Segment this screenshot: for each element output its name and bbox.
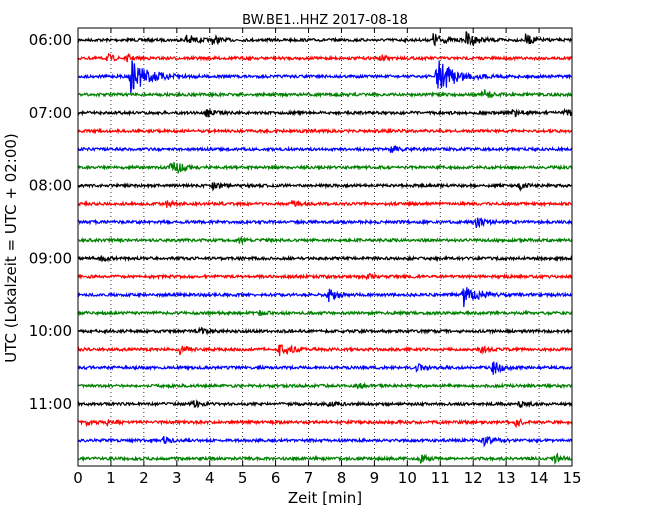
trace-row-1100 [77, 399, 573, 409]
y-tick-label-0: 06:00 [29, 31, 72, 49]
y-tick-label-2: 08:00 [29, 177, 72, 195]
trace-row-0615 [77, 52, 573, 63]
x-tick-label-5: 5 [238, 469, 248, 487]
trace-row-0730 [77, 145, 573, 153]
trace-row-0830 [77, 217, 573, 229]
x-tick-label-14: 14 [530, 469, 549, 487]
y-tick-label-3: 09:00 [29, 249, 72, 267]
x-tick-label-13: 13 [497, 469, 516, 487]
x-tick-label-4: 4 [205, 469, 215, 487]
x-tick-label-10: 10 [398, 469, 417, 487]
trace-row-1145 [77, 452, 573, 465]
trace-row-0715 [77, 127, 573, 135]
trace-row-0630 [77, 60, 572, 94]
x-tick-label-1: 1 [106, 469, 116, 487]
x-axis-label: Zeit [min] [288, 489, 362, 507]
y-axis-ticks: 06:00 07:00 08:00 09:00 10:00 11:00 [29, 31, 572, 413]
y-tick-label-1: 07:00 [29, 104, 72, 122]
trace-row-0800 [77, 181, 573, 192]
y-tick-label-4: 10:00 [29, 322, 72, 340]
trace-row-0845 [77, 235, 573, 246]
x-tick-label-8: 8 [337, 469, 347, 487]
y-axis-label: UTC (Lokalzeit = UTC + 02:00) [2, 133, 20, 363]
trace-row-0945 [77, 309, 573, 317]
x-tick-label-6: 6 [271, 469, 281, 487]
x-tick-label-15: 15 [562, 469, 581, 487]
trace-row-1115 [77, 417, 573, 429]
x-axis-ticks: 0 1 2 3 4 5 6 7 8 9 10 11 12 13 14 15 [73, 28, 582, 487]
x-tick-label-9: 9 [370, 469, 380, 487]
trace-row-0815 [77, 199, 573, 208]
trace-row-0645 [77, 89, 573, 99]
y-tick-label-5: 11:00 [29, 395, 72, 413]
seismic-traces [77, 31, 573, 465]
trace-row-1015 [77, 343, 573, 357]
x-tick-label-7: 7 [304, 469, 314, 487]
x-tick-label-0: 0 [73, 469, 83, 487]
trace-row-1045 [77, 381, 573, 390]
trace-row-1030 [77, 361, 573, 375]
x-tick-label-2: 2 [139, 469, 149, 487]
chart-title: BW.BE1..HHZ 2017-08-18 [242, 13, 408, 28]
trace-row-0900 [77, 254, 573, 263]
trace-row-0745 [77, 162, 573, 175]
x-tick-label-12: 12 [464, 469, 483, 487]
x-tick-label-11: 11 [431, 469, 450, 487]
trace-row-0600 [77, 31, 573, 47]
trace-row-1000 [77, 326, 573, 336]
trace-row-0915 [77, 272, 573, 281]
trace-row-0930 [77, 287, 573, 308]
trace-row-1130 [77, 435, 573, 448]
plot-frame [77, 27, 573, 467]
trace-row-0700 [77, 107, 573, 118]
x-tick-label-3: 3 [172, 469, 182, 487]
